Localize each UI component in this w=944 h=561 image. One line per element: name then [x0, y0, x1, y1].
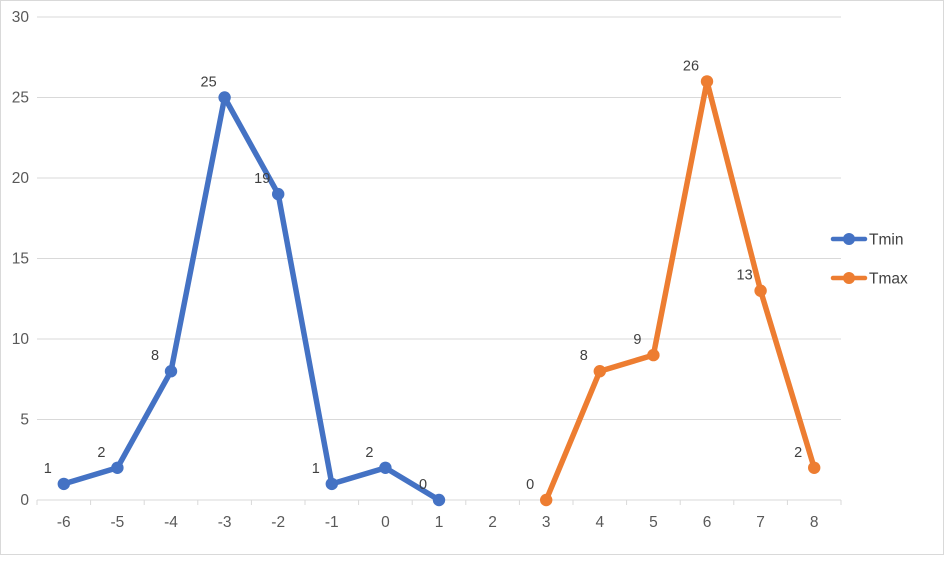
x-tick-label: 8	[810, 514, 819, 531]
x-tick-label: -5	[111, 514, 125, 531]
y-tick-label: 10	[12, 331, 30, 348]
legend-label: Tmin	[869, 232, 903, 249]
y-tick-label: 20	[12, 170, 30, 187]
series-marker-tmax	[700, 75, 714, 88]
x-tick-label: -2	[271, 514, 285, 531]
data-label-tmin: 25	[201, 75, 217, 91]
series-marker-tmin	[432, 493, 446, 507]
data-label-tmax: 2	[794, 445, 802, 461]
data-label-tmin: 2	[97, 445, 105, 461]
series-marker-tmin	[111, 461, 124, 474]
y-tick-label: 25	[12, 90, 29, 107]
x-tick-label: -1	[325, 514, 339, 531]
data-label-tmin: 19	[254, 171, 270, 187]
data-label-tmax: 26	[683, 58, 699, 74]
data-label-tmin: 1	[44, 461, 52, 477]
series-marker-tmin	[272, 187, 285, 201]
x-tick-label: 1	[435, 514, 444, 531]
data-label-tmax: 9	[633, 332, 641, 348]
x-tick-label: -4	[164, 514, 178, 531]
x-tick-label: -6	[57, 514, 71, 531]
x-tick-label: 3	[542, 514, 551, 531]
data-label-tmax: 0	[526, 477, 534, 493]
series-marker-tmax	[808, 461, 821, 474]
data-label-tmin: 0	[419, 477, 427, 493]
legend-marker-icon	[843, 233, 855, 245]
legend-label: Tmax	[869, 271, 908, 288]
series-marker-tmin	[379, 461, 392, 474]
x-tick-label: 7	[756, 514, 765, 531]
y-tick-label: 0	[20, 492, 29, 509]
series-marker-tmax	[754, 284, 767, 297]
data-label-tmin: 2	[365, 445, 373, 461]
x-tick-label: 5	[649, 514, 658, 531]
y-tick-label: 5	[20, 412, 29, 429]
series-marker-tmax	[540, 493, 553, 507]
data-label-tmin: 8	[151, 348, 159, 364]
x-tick-label: 0	[381, 514, 390, 531]
data-label-tmax: 8	[580, 348, 588, 364]
y-tick-label: 15	[12, 251, 29, 268]
series-line-tmax	[543, 78, 817, 503]
series-marker-tmin	[325, 477, 338, 491]
x-tick-label: 2	[488, 514, 497, 531]
data-label-tmax: 13	[737, 268, 753, 284]
series-marker-tmax	[593, 365, 606, 378]
series-marker-tmin	[164, 365, 178, 378]
x-tick-label: -3	[218, 514, 232, 531]
data-label-tmin: 1	[312, 461, 320, 477]
y-tick-label: 30	[12, 9, 30, 26]
series-marker-tmax	[647, 348, 660, 362]
legend-marker-icon	[843, 272, 855, 284]
x-tick-label: 4	[595, 514, 604, 531]
legend-item-tmin[interactable]: Tmin	[830, 232, 903, 249]
legend-item-tmax[interactable]: Tmax	[830, 271, 908, 288]
series-marker-tmin	[218, 91, 231, 104]
series-marker-tmin	[57, 477, 70, 491]
series-line-tmin	[61, 94, 442, 503]
x-tick-label: 6	[703, 514, 712, 531]
